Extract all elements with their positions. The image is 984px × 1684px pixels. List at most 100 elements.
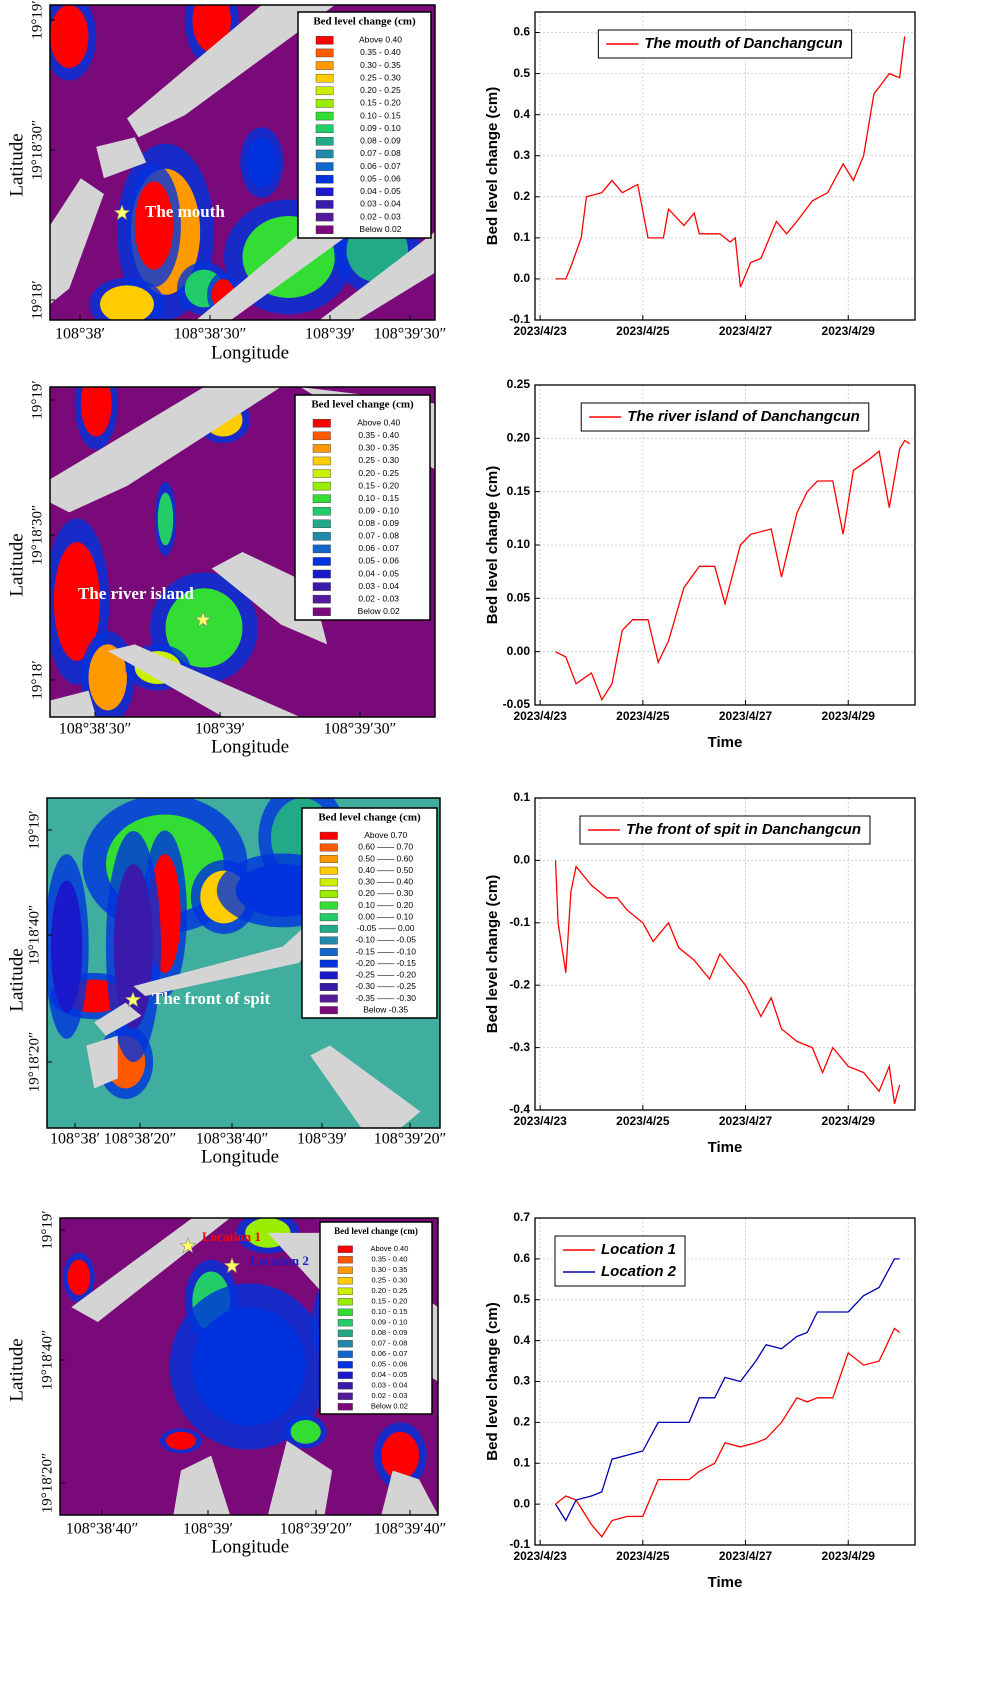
legend-entry: 0.15 - 0.20 bbox=[360, 98, 401, 108]
map-x-label: Longitude bbox=[211, 1536, 289, 1557]
map-x-tick-label: 108°39′30″ bbox=[324, 721, 397, 738]
land bbox=[310, 1045, 421, 1128]
legend-entry: Above 0.40 bbox=[359, 35, 402, 45]
map-frame bbox=[49, 4, 436, 321]
site-marker bbox=[179, 1237, 197, 1254]
contour-patch bbox=[192, 1307, 306, 1426]
legend-swatch bbox=[337, 1340, 353, 1348]
land bbox=[173, 1455, 231, 1515]
legend-swatch bbox=[337, 1329, 353, 1337]
x-tick-label: 2023/4/25 bbox=[616, 324, 670, 338]
legend-swatch bbox=[315, 212, 334, 222]
map-x-label: Longitude bbox=[211, 342, 289, 363]
x-tick-label: 2023/4/29 bbox=[822, 1114, 876, 1128]
legend-swatch bbox=[315, 48, 334, 58]
x-axis-label: Time bbox=[708, 734, 743, 751]
x-tick-label: 2023/4/27 bbox=[719, 324, 773, 338]
map-y-tick-label: 19°18′20″ bbox=[26, 1032, 42, 1093]
y-tick-label: 0.3 bbox=[513, 148, 530, 162]
legend-entry: 0.35 - 0.40 bbox=[372, 1255, 408, 1264]
data-line bbox=[555, 1327, 901, 1538]
legend-entry: 0.10 - 0.15 bbox=[360, 110, 401, 120]
legend-swatch bbox=[315, 36, 334, 45]
legend-title: Bed level change (cm) bbox=[311, 399, 414, 411]
legend-swatch bbox=[312, 607, 331, 616]
legend-entry: 0.30 - 0.35 bbox=[360, 60, 401, 70]
legend-swatch bbox=[337, 1319, 353, 1327]
y-tick-label: 0.2 bbox=[513, 189, 530, 203]
contour-patch bbox=[67, 1259, 91, 1296]
legend-entry: 0.05 - 0.06 bbox=[360, 173, 401, 183]
contour-patch bbox=[290, 1419, 321, 1444]
legend-entry: 0.40 —— 0.50 bbox=[358, 865, 413, 875]
legend-entry: 0.03 - 0.04 bbox=[358, 581, 399, 591]
legend-swatch bbox=[312, 494, 331, 503]
map-x-tick-label: 108°38′40″ bbox=[66, 1521, 139, 1538]
y-tick-label: 0.15 bbox=[507, 484, 531, 498]
data-line bbox=[554, 1258, 900, 1522]
legend-swatch bbox=[312, 557, 331, 566]
legend-swatch bbox=[337, 1245, 353, 1253]
land bbox=[50, 387, 281, 513]
map-x-tick-label: 108°39′ bbox=[305, 326, 355, 343]
legend-entry: 0.07 - 0.08 bbox=[372, 1339, 408, 1348]
legend-entry: -0.35 —— -0.30 bbox=[355, 993, 416, 1003]
y-tick-label: -0.05 bbox=[503, 697, 531, 711]
legend-entry: 0.08 - 0.09 bbox=[358, 518, 399, 528]
legend-swatch bbox=[312, 431, 331, 441]
legend-entry: 0.20 - 0.25 bbox=[372, 1286, 408, 1295]
site-marker bbox=[223, 1257, 241, 1274]
legend-entry: 0.09 - 0.10 bbox=[372, 1318, 408, 1327]
legend-entry: 0.25 - 0.30 bbox=[372, 1276, 408, 1285]
plot-frame bbox=[534, 1217, 916, 1546]
y-tick-label: 0.1 bbox=[513, 230, 530, 244]
y-tick-label: -0.4 bbox=[509, 1102, 530, 1116]
land bbox=[50, 690, 97, 717]
legend-swatch bbox=[315, 225, 334, 234]
legend-entry: 0.30 - 0.35 bbox=[358, 443, 399, 453]
y-tick-label: 0.00 bbox=[507, 644, 531, 658]
legend-entry: 0.35 - 0.40 bbox=[358, 430, 399, 440]
legend-swatch bbox=[319, 866, 338, 875]
legend-title: Bed level change (cm) bbox=[318, 812, 421, 824]
plot-frame bbox=[534, 384, 916, 706]
x-tick-label: 2023/4/27 bbox=[719, 1114, 773, 1128]
map-x-label: Longitude bbox=[201, 1146, 279, 1167]
x-tick-label: 2023/4/29 bbox=[822, 709, 876, 723]
contour-patch bbox=[88, 644, 127, 711]
legend-entry: 0.15 - 0.20 bbox=[358, 480, 399, 490]
map-frame bbox=[46, 797, 441, 1129]
map-y-tick-label: 19°18′ bbox=[29, 280, 45, 319]
y-tick-label: 0.2 bbox=[513, 1415, 530, 1429]
legend-entry: 0.03 - 0.04 bbox=[372, 1381, 408, 1390]
legend-swatch bbox=[319, 983, 338, 991]
map-x-tick-label: 108°38′ bbox=[50, 1131, 100, 1148]
contour-patch bbox=[100, 285, 154, 320]
legend-swatch bbox=[319, 959, 338, 968]
legend-swatch bbox=[315, 137, 334, 146]
legend-swatch bbox=[312, 532, 331, 541]
legend-swatch bbox=[337, 1308, 353, 1316]
legend-swatch bbox=[319, 1006, 338, 1015]
map-y-tick-label: 19°18′ bbox=[29, 660, 45, 699]
legend-entry: 0.02 - 0.03 bbox=[358, 593, 399, 603]
map-y-tick-label: 19°18′30″ bbox=[29, 505, 45, 566]
y-tick-label: -0.1 bbox=[509, 312, 530, 326]
legend-entry: Below -0.35 bbox=[363, 1004, 408, 1014]
legend-swatch bbox=[315, 162, 334, 171]
map-y-tick-label: 19°19′ bbox=[29, 380, 45, 419]
contour-patch bbox=[113, 864, 154, 1029]
y-axis-label: Bed level change (cm) bbox=[484, 1302, 501, 1460]
legend-swatch bbox=[315, 99, 334, 108]
legend-swatch bbox=[315, 73, 334, 83]
legend-swatch bbox=[337, 1350, 353, 1358]
x-tick-label: 2023/4/29 bbox=[822, 1549, 876, 1563]
legend-swatch bbox=[319, 843, 338, 852]
contour-patch bbox=[246, 137, 278, 188]
legend-entry: 0.09 - 0.10 bbox=[358, 505, 399, 515]
legend-swatch bbox=[312, 582, 331, 591]
legend-entry: The front of spit in Danchangcun bbox=[626, 821, 861, 838]
legend-box bbox=[301, 807, 438, 1019]
legend-entry: 0.09 - 0.10 bbox=[360, 123, 401, 133]
legend-swatch bbox=[337, 1266, 353, 1274]
